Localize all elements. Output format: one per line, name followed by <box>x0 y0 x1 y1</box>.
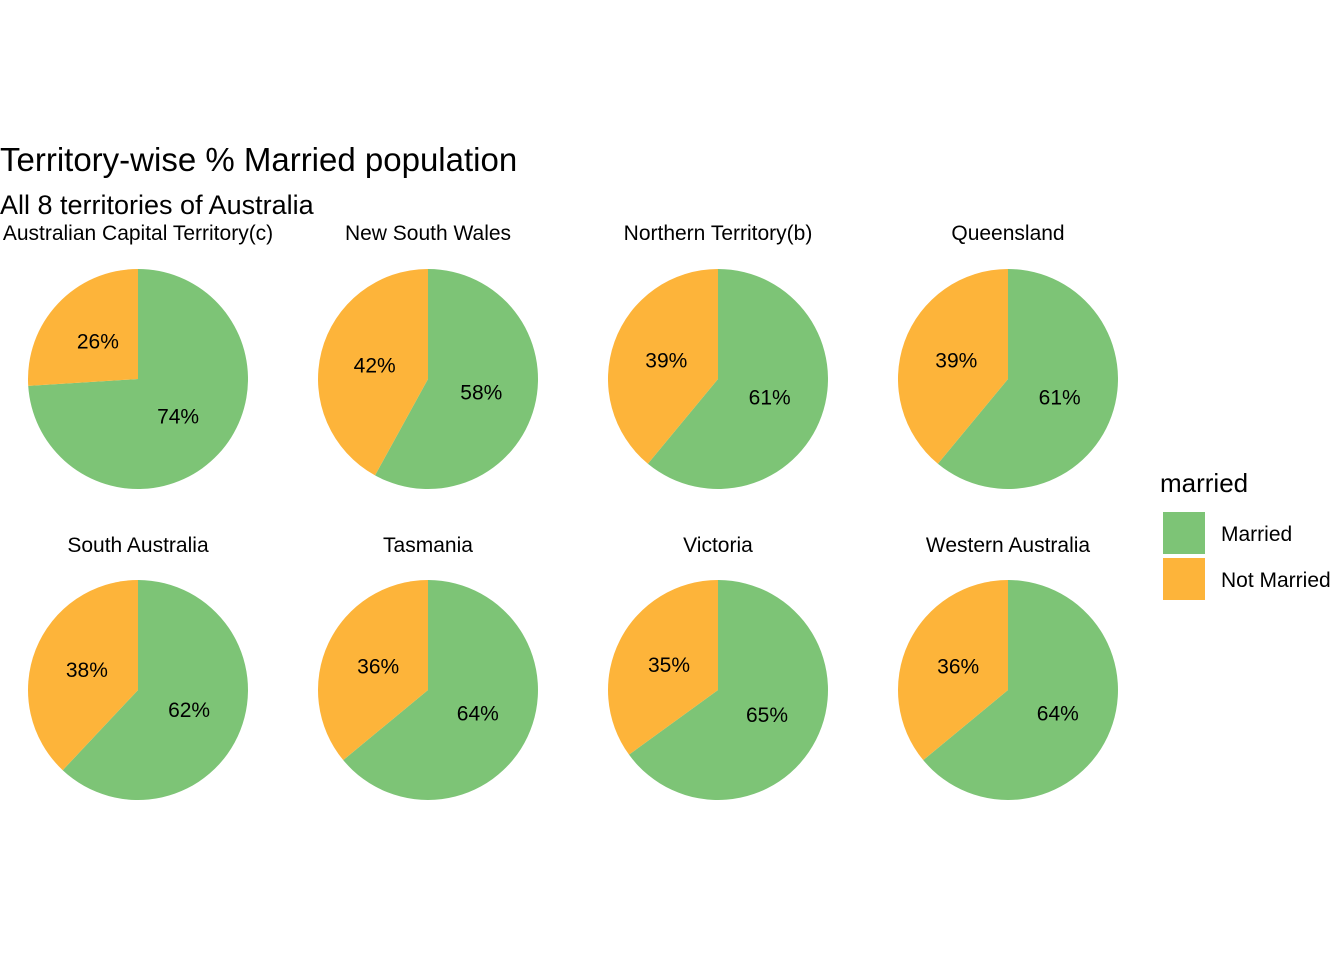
facet-label: Northern Territory(b) <box>624 222 813 245</box>
pie-slice-married <box>647 269 828 489</box>
facet-panel: New South Wales 58% 42% <box>318 222 539 490</box>
pie-slice-not-married <box>27 580 139 771</box>
chart-subtitle: All 8 territories of Australia <box>0 190 315 220</box>
data-label-not-married: 39% <box>645 349 687 372</box>
pie-slice-married <box>343 580 538 800</box>
pie-slice-not-married <box>318 269 428 476</box>
data-label-married: 58% <box>460 382 502 405</box>
data-label-not-married: 38% <box>66 659 108 682</box>
facet-panel: Tasmania 64% 36% <box>317 534 538 800</box>
facet-label: Australian Capital Territory(c) <box>3 222 273 245</box>
facet-panel: South Australia 62% 38% <box>27 534 248 800</box>
facet-label: Queensland <box>951 222 1064 245</box>
pie-slice-married <box>937 269 1118 489</box>
pie-slice-married <box>629 580 828 800</box>
pie-slice-married <box>375 269 539 490</box>
pie-slice-not-married <box>28 269 138 386</box>
pie-slice-not-married <box>317 579 428 761</box>
legend-key <box>1163 558 1205 600</box>
facet-label: Western Australia <box>926 534 1091 557</box>
pie-slice-married <box>62 580 248 800</box>
data-label-not-married: 39% <box>935 349 977 372</box>
pie-slice-not-married <box>897 269 1008 464</box>
data-label-not-married: 35% <box>648 654 690 677</box>
facet-panel: Queensland 61% 39% <box>897 222 1118 489</box>
facet-panel: Australian Capital Territory(c) 74% 26% <box>3 222 273 489</box>
facet-label: New South Wales <box>345 222 511 245</box>
facet-panel: Victoria 65% 35% <box>607 534 828 800</box>
chart-title: Territory-wise % Married population <box>0 141 517 178</box>
pie-slice-not-married <box>607 580 718 755</box>
pie-slice-married <box>28 269 249 489</box>
pie-slice-not-married <box>607 269 718 464</box>
data-label-married: 62% <box>168 699 210 722</box>
data-label-not-married: 36% <box>937 656 979 679</box>
data-label-married: 65% <box>746 704 788 727</box>
legend: married Married Not Married <box>1160 468 1331 600</box>
facet-label: Victoria <box>683 534 753 557</box>
facet-grid: Australian Capital Territory(c) 74% 26% New… <box>3 222 1118 801</box>
data-label-not-married: 42% <box>354 354 396 377</box>
facet-label: Tasmania <box>383 534 473 557</box>
legend-key <box>1163 512 1205 554</box>
data-label-married: 64% <box>457 702 499 725</box>
data-label-married: 74% <box>157 406 199 429</box>
data-label-not-married: 36% <box>357 656 399 679</box>
data-label-married: 61% <box>1039 387 1081 410</box>
facet-panel: Western Australia 64% 36% <box>897 534 1118 801</box>
data-label-married: 64% <box>1037 702 1079 725</box>
pie-slice-married <box>923 580 1118 801</box>
legend-title: married <box>1160 468 1248 498</box>
legend-label: Not Married <box>1221 569 1331 592</box>
data-label-not-married: 26% <box>77 330 119 353</box>
data-label-married: 61% <box>749 387 791 410</box>
legend-label: Married <box>1221 523 1292 546</box>
pie-slice-not-married <box>897 579 1008 761</box>
facet-panel: Northern Territory(b) 61% 39% <box>607 222 828 489</box>
facet-label: South Australia <box>67 534 209 557</box>
